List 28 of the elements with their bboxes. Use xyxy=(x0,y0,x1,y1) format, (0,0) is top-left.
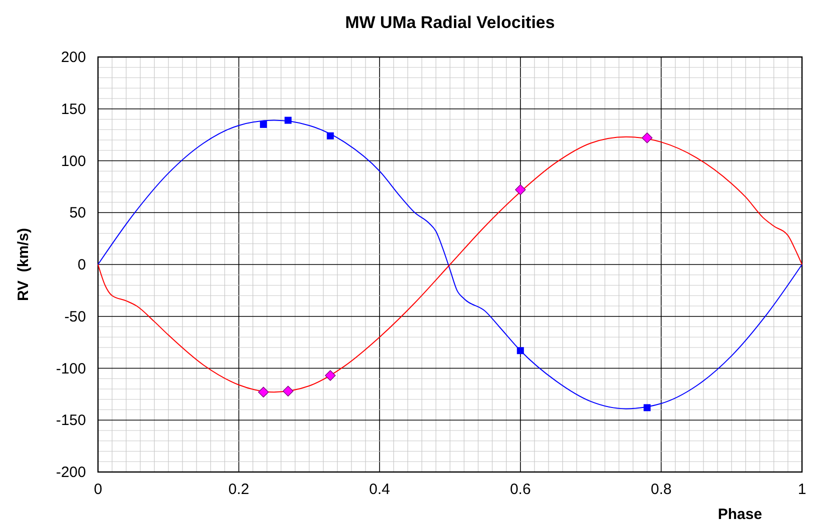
point xyxy=(324,370,336,381)
y-tick-label: 50 xyxy=(69,204,86,222)
x-axis-title: Phase xyxy=(718,506,762,523)
x-tick-label: 0.2 xyxy=(228,481,250,498)
point xyxy=(282,386,294,396)
y-tick-label: -200 xyxy=(56,464,86,481)
y-tick-label: 200 xyxy=(60,49,86,66)
y-tick-label: -150 xyxy=(56,412,86,430)
point xyxy=(260,120,267,128)
point xyxy=(642,132,652,144)
chart-title: MW UMa Radial Velocities xyxy=(345,13,555,32)
point xyxy=(258,386,269,398)
y-tick-label: -50 xyxy=(64,308,86,326)
x-tick-label: 0 xyxy=(94,481,102,498)
y-tick-label: 0 xyxy=(78,256,86,274)
point xyxy=(516,347,524,354)
point xyxy=(284,116,292,124)
point xyxy=(326,132,334,140)
y-tick-label: 100 xyxy=(60,152,86,170)
x-tick-label: 0.4 xyxy=(369,481,390,498)
x-tick-label: 0.8 xyxy=(650,481,672,498)
x-tick-label: 0.6 xyxy=(510,481,531,498)
y-tick-label: -100 xyxy=(56,360,86,378)
y-tick-label: 150 xyxy=(60,100,86,118)
point xyxy=(515,184,526,196)
point xyxy=(644,404,651,412)
x-tick-label: 1 xyxy=(798,481,806,498)
y-axis-title: RV (km/s) xyxy=(15,228,32,302)
